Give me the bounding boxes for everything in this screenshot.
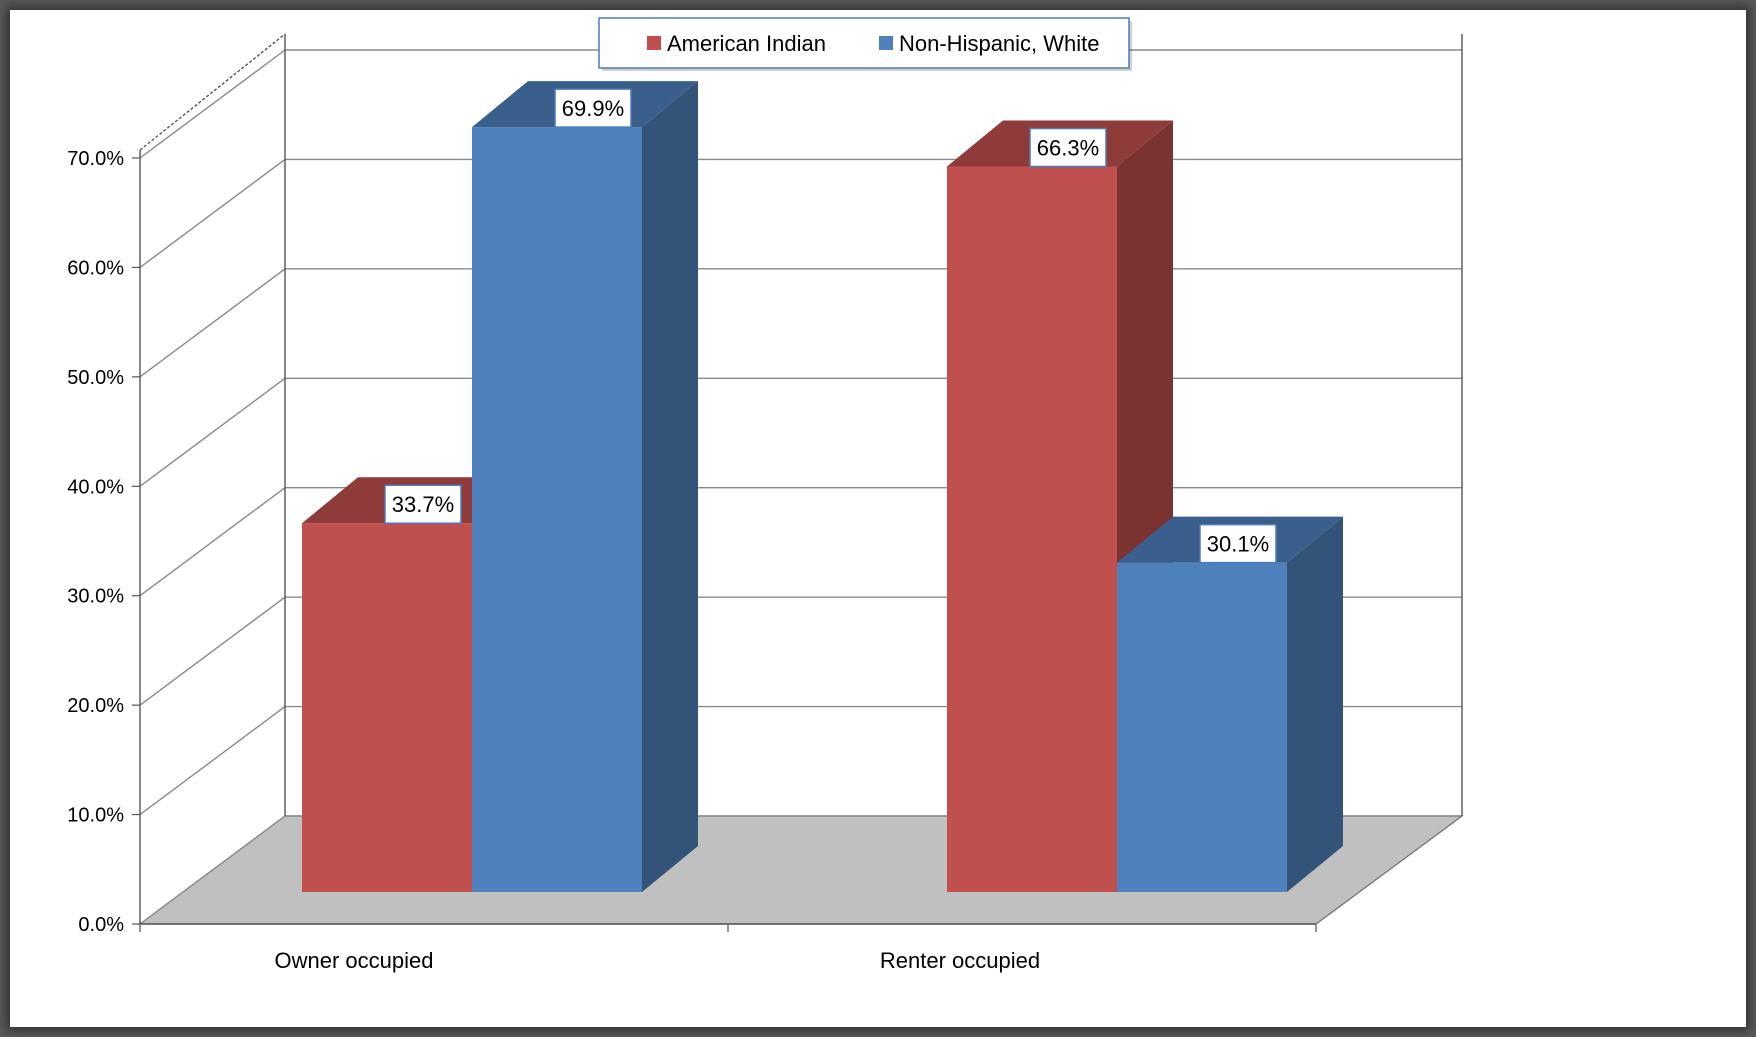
gridline-side — [139, 706, 286, 816]
gridline-side — [139, 377, 286, 487]
data-label-text: 66.3% — [1037, 135, 1099, 160]
data-label-box — [1199, 523, 1277, 564]
bar-chart: 0.0%10.0%20.0%30.0%40.0%50.0%60.0%70.0% … — [67, 17, 1464, 973]
x-axis: Owner occupied Renter occupied — [275, 948, 1041, 973]
chart-area: 0.0% 10.0% 20.0% 30.0% 40.0% 50.0% 60.0% 70.0% … — [10, 10, 1746, 1027]
data-labels: 33.7% 69.9% 66.3% 30.1% — [384, 88, 1277, 564]
legend-swatch — [879, 36, 893, 50]
data-label: 69.9% — [554, 88, 632, 128]
gridline-side — [139, 815, 286, 925]
data-label: 33.7% — [384, 484, 462, 524]
gridline-side — [139, 49, 286, 159]
x-category-label: Renter occupied — [880, 948, 1040, 973]
gridline-side — [139, 268, 286, 378]
gridline-side — [139, 158, 286, 268]
bar-side-face — [1287, 516, 1343, 892]
gridline-side — [139, 487, 286, 597]
data-label-text: 33.7% — [392, 492, 454, 517]
bar — [302, 523, 472, 892]
y-axis: 0.0% 10.0% 20.0% 30.0% 40.0% 50.0% 60.0% 70.0% — [67, 148, 1463, 936]
y-tick-label: 60.0% — [67, 257, 124, 279]
x-category-label: Owner occupied — [275, 948, 434, 973]
bar — [947, 166, 1117, 892]
bar-side-face — [642, 81, 698, 892]
y-tick-label: 20.0% — [67, 695, 124, 717]
data-label-text: 30.1% — [1207, 532, 1269, 557]
legend-box — [598, 17, 1130, 69]
y-tick-label: 0.0% — [78, 914, 124, 936]
y-tick-label: 50.0% — [67, 367, 124, 389]
floor-right-edge — [1315, 815, 1463, 925]
legend-item-label: American Indian — [667, 31, 826, 56]
legend: American Indian Non-Hispanic, White — [598, 17, 1132, 71]
bar — [472, 127, 642, 892]
legend-swatch — [647, 36, 661, 50]
legend-item-label: Non-Hispanic, White — [899, 31, 1100, 56]
data-label: 66.3% — [1029, 127, 1107, 168]
data-label-box — [1029, 127, 1107, 168]
bar — [1117, 562, 1287, 892]
y-tick-label: 30.0% — [67, 586, 124, 608]
data-label-box — [384, 484, 462, 524]
data-label-box — [554, 88, 632, 128]
data-label: 30.1% — [1199, 523, 1277, 564]
y-tick-label: 40.0% — [67, 476, 124, 498]
data-label-text: 69.9% — [562, 96, 624, 121]
side-wall-top-edge — [139, 33, 286, 151]
gridline-side — [139, 596, 286, 706]
y-tick-label: 70.0% — [67, 148, 124, 170]
y-tick-label: 10.0% — [67, 805, 124, 827]
